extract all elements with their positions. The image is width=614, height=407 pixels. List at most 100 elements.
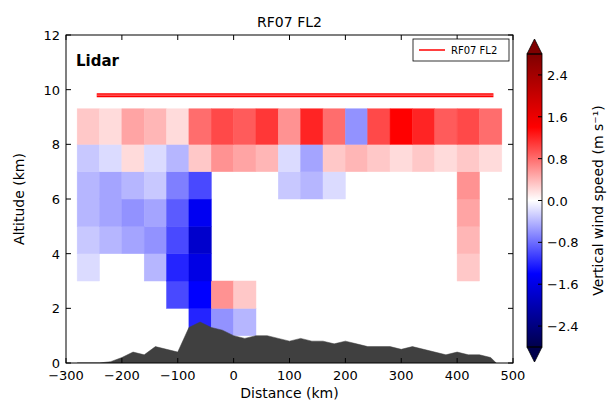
flight-track-inner [97,95,494,96]
x-tick [233,358,234,363]
heatmap-cell [457,254,479,281]
heatmap-cell [144,144,166,171]
heatmap-cell [100,144,122,171]
heatmap-cell [435,109,457,145]
legend-label: RF07 FL2 [451,45,497,56]
heatmap-cell [301,144,323,171]
heatmap-cell [122,226,144,253]
heatmap-cell [77,144,99,171]
heatmap-cell [278,144,300,171]
heatmap-cell [167,226,189,253]
x-tick-top [345,35,346,40]
heatmap-cell [457,226,479,253]
heatmap-cell [412,109,434,145]
terrain-area [77,322,496,363]
x-tick-label: 500 [501,368,526,383]
heatmap-cell [144,254,166,281]
heatmap-cell [412,144,434,171]
heatmap-cell [345,109,367,145]
y-tick-right [508,89,513,90]
heatmap-cell [100,172,122,199]
heatmap-cell [100,109,122,145]
heatmap-cell [167,254,189,281]
annotation: Lidar [76,52,120,70]
heatmap-cell [100,199,122,226]
y-tick [66,363,71,364]
heatmap-cell [368,144,390,171]
heatmap-cell [167,144,189,171]
heatmap-cell [211,109,233,145]
heatmap-cell [167,281,189,308]
x-tick-label: 100 [277,368,302,383]
x-tick-label: −100 [160,368,196,383]
heatmap-cell [390,144,412,171]
heatmap-cell [457,172,479,199]
colorbar-tick [538,242,542,243]
heatmap-cell [189,172,211,199]
heatmap-cell [234,109,256,145]
heatmap-cell [234,281,256,308]
heatmap-cell [122,172,144,199]
heatmap-cell [323,109,345,145]
heatmap-cell [167,172,189,199]
heatmap-cell [256,109,278,145]
y-tick [66,35,71,36]
x-tick-top [121,35,122,40]
x-tick-top [401,35,402,40]
heatmap-cell [457,109,479,145]
colorbar-extend-bottom [527,347,542,362]
flight-track [97,93,494,97]
heatmap-cell [189,109,211,145]
heatmap-cell [122,199,144,226]
heatmap-cell [345,144,367,171]
y-tick-label: 4 [52,247,60,262]
heatmap-cell [122,109,144,145]
colorbar-tick-label: −0.8 [547,235,579,250]
heatmap-cell [189,281,211,308]
heatmap-cell [301,172,323,199]
heatmap-cell [144,226,166,253]
y-tick-label: 0 [52,356,60,371]
heatmap-cell [479,109,501,145]
heatmap-cell [189,199,211,226]
x-tick-label: 300 [389,368,414,383]
heatmap-cell [77,254,99,281]
colorbar-tick-label: 2.4 [547,68,568,83]
x-tick [457,358,458,363]
heatmap-cell [100,226,122,253]
heatmap-cell [211,144,233,171]
plot-area [77,95,502,363]
heatmap-cell [390,109,412,145]
x-tick [345,358,346,363]
heatmap-cell [144,199,166,226]
heatmap-cells [77,109,502,336]
heatmap-cell [77,172,99,199]
colorbar-tick-label: 1.6 [547,110,568,125]
heatmap-cell [278,172,300,199]
heatmap-cell [167,199,189,226]
heatmap-cell [122,144,144,171]
colorbar-tick-label: 0.8 [547,152,568,167]
heatmap-cell [77,109,99,145]
y-tick-label: 6 [52,192,60,207]
x-tick-label: 400 [445,368,470,383]
heatmap-cell [323,172,345,199]
y-tick-label: 8 [52,137,60,152]
y-tick-label: 10 [43,83,60,98]
heatmap-cell [479,144,501,171]
heatmap-cell [167,109,189,145]
heatmap-cell [323,144,345,171]
heatmap-cell [189,144,211,171]
heatmap-cell [278,109,300,145]
heatmap-cell [234,144,256,171]
heatmap-cell [144,172,166,199]
x-tick [401,358,402,363]
colorbar-frame [527,54,542,347]
heatmap-cell [189,254,211,281]
heatmap-cell [457,144,479,171]
colorbar-tick [538,284,542,285]
x-tick [121,358,122,363]
colorbar [527,54,542,347]
heatmap-cell [435,144,457,171]
y-tick [66,89,71,90]
